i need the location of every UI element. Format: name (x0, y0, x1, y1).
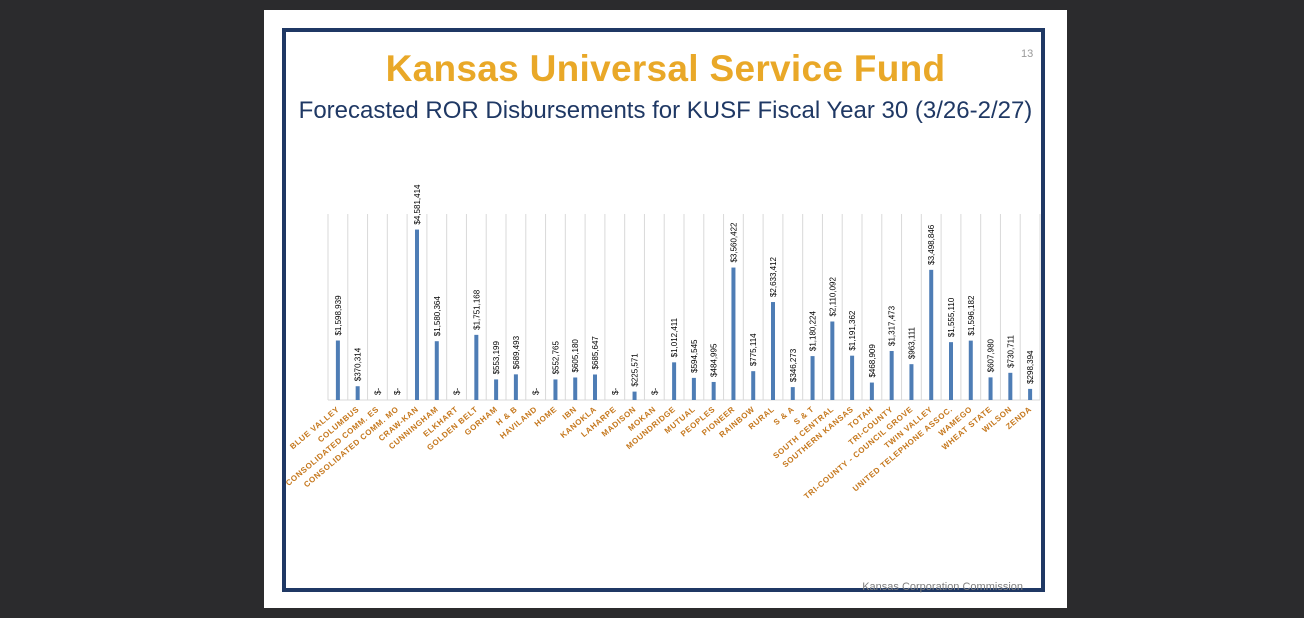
data-label: $775,114 (749, 333, 758, 366)
bar (474, 334, 479, 400)
slide-subtitle: Forecasted ROR Disbursements for KUSF Fi… (298, 97, 1033, 124)
data-label: $963,111 (907, 326, 916, 359)
bar (711, 381, 716, 400)
data-label: $553,199 (492, 341, 501, 375)
data-label: $1,317,473 (888, 305, 897, 346)
bar (434, 341, 439, 400)
data-label: $- (453, 388, 462, 395)
bar (949, 342, 953, 400)
data-label: $605,180 (571, 339, 580, 373)
bar (1008, 372, 1013, 400)
data-label: $689,493 (512, 335, 521, 369)
data-label: $1,180,224 (809, 311, 818, 352)
bar (632, 391, 637, 400)
data-label: $346,273 (789, 348, 798, 382)
slide-title: Kansas Universal Service Fund (385, 48, 946, 89)
bar (830, 321, 835, 400)
bar (1028, 388, 1033, 400)
bar (494, 379, 499, 400)
data-label: $468,909 (868, 344, 877, 378)
bar (513, 374, 518, 400)
bar (355, 386, 360, 400)
bar (553, 379, 558, 400)
bar (771, 302, 775, 400)
data-label: $- (650, 388, 659, 395)
gridlines (327, 214, 1041, 401)
data-label: $1,555,110 (947, 297, 956, 337)
bar (751, 371, 756, 400)
bar (988, 377, 993, 400)
data-label: $1,751,168 (472, 289, 481, 330)
data-label: $1,596,182 (967, 295, 976, 336)
bar (731, 267, 736, 400)
bars (335, 229, 1033, 400)
data-label: $1,580,364 (433, 296, 442, 337)
data-label: $- (393, 388, 402, 395)
footer: Kansas Corporation Commission (862, 581, 1023, 593)
bar (790, 387, 795, 400)
data-label: $2,110,092 (828, 277, 837, 317)
data-label: $685,647 (591, 336, 600, 370)
data-label: $3,560,422 (729, 222, 738, 263)
bar (968, 340, 973, 400)
bar (593, 374, 597, 400)
bar (335, 340, 340, 400)
data-label: $484,995 (710, 343, 719, 377)
bar (889, 350, 894, 400)
bar (850, 355, 855, 400)
data-label: $607,980 (987, 338, 996, 372)
bar (691, 377, 696, 400)
slide-frame (282, 28, 1045, 592)
data-label: $- (611, 388, 620, 395)
data-label: $298,394 (1026, 350, 1035, 384)
data-label: $2,633,412 (769, 256, 778, 297)
bar (573, 377, 578, 400)
bar (909, 364, 914, 400)
data-label: $1,012,411 (670, 317, 679, 357)
bar (869, 382, 874, 400)
data-label: $1,191,362 (848, 310, 857, 351)
data-label: $594,545 (690, 339, 699, 373)
data-label: $1,598,939 (334, 295, 343, 336)
data-label: $225,571 (631, 353, 640, 387)
data-label: $4,581,414 (413, 184, 422, 225)
data-label: $552,765 (551, 341, 560, 375)
category-label: S & A (772, 405, 796, 427)
bar (810, 356, 815, 400)
data-label: $- (373, 388, 382, 395)
bar (415, 229, 419, 400)
category-label: HOME (533, 405, 559, 429)
bar (672, 362, 677, 400)
data-label: $730,711 (1006, 334, 1015, 367)
bar (929, 269, 934, 400)
bar-chart: $1,598,939 $370,314 $- $- $4,581,414 $1,580,3… (284, 184, 1041, 501)
data-labels: $1,598,939 $370,314 $- $- $4,581,414 $1,580,3… (334, 184, 1035, 395)
slide: Kansas Universal Service Fund Forecasted… (264, 10, 1067, 608)
data-label: $- (532, 388, 541, 395)
data-label: $370,314 (354, 347, 363, 381)
data-label: $3,498,846 (927, 224, 936, 265)
page-number: 13 (1021, 48, 1034, 60)
